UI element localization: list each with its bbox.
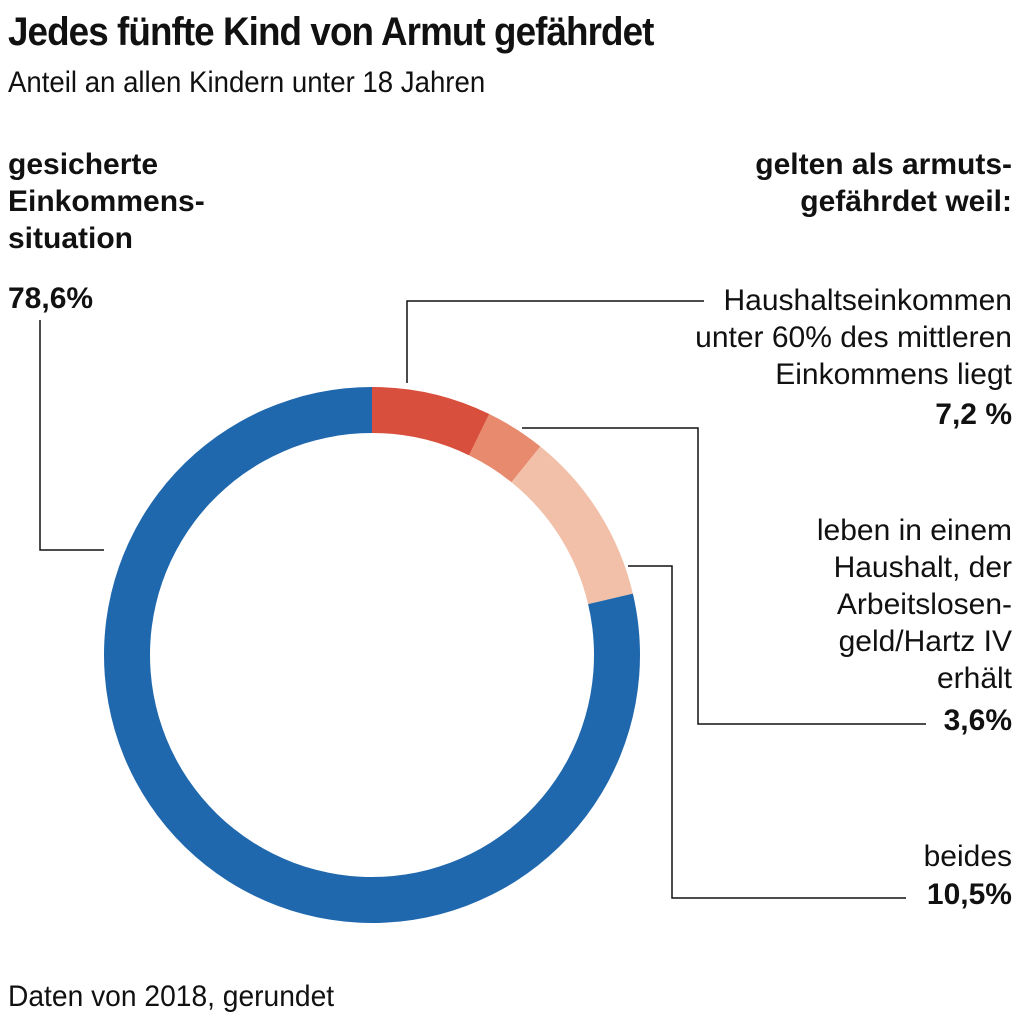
label-low-income: Haushaltseinkommen unter 60% des mittler… bbox=[695, 284, 1012, 391]
leader-line-both bbox=[628, 565, 906, 899]
footnote: Daten von 2018, gerundet bbox=[8, 980, 335, 1013]
chart-subtitle: Anteil an allen Kindern unter 18 Jahren bbox=[8, 66, 486, 99]
donut-slices bbox=[103, 387, 640, 923]
label-unemployment-benefit: leben in einem Haushalt, der Arbeitslose… bbox=[816, 514, 1012, 695]
slice-unemployment-benefit bbox=[469, 414, 541, 483]
value-unemployment-benefit: 3,6% bbox=[943, 704, 1012, 737]
label-secured-income: gesicherte Einkommens- situation bbox=[8, 148, 205, 255]
chart-title: Jedes fünfte Kind von Armut gefährdet bbox=[8, 10, 654, 54]
slice-both bbox=[511, 446, 633, 605]
slice-low-income bbox=[372, 387, 490, 456]
group-header-at-risk: gelten als armuts- gefährdet weil: bbox=[755, 148, 1012, 218]
leader-line-secured-income bbox=[39, 320, 104, 551]
value-low-income: 7,2 % bbox=[935, 398, 1012, 431]
label-both: beides bbox=[923, 840, 1012, 873]
leader-line-low-income bbox=[406, 300, 704, 383]
leader-line-unemployment-benefit bbox=[522, 427, 926, 725]
value-secured-income: 78,6% bbox=[8, 282, 94, 315]
value-both: 10,5% bbox=[926, 878, 1012, 911]
